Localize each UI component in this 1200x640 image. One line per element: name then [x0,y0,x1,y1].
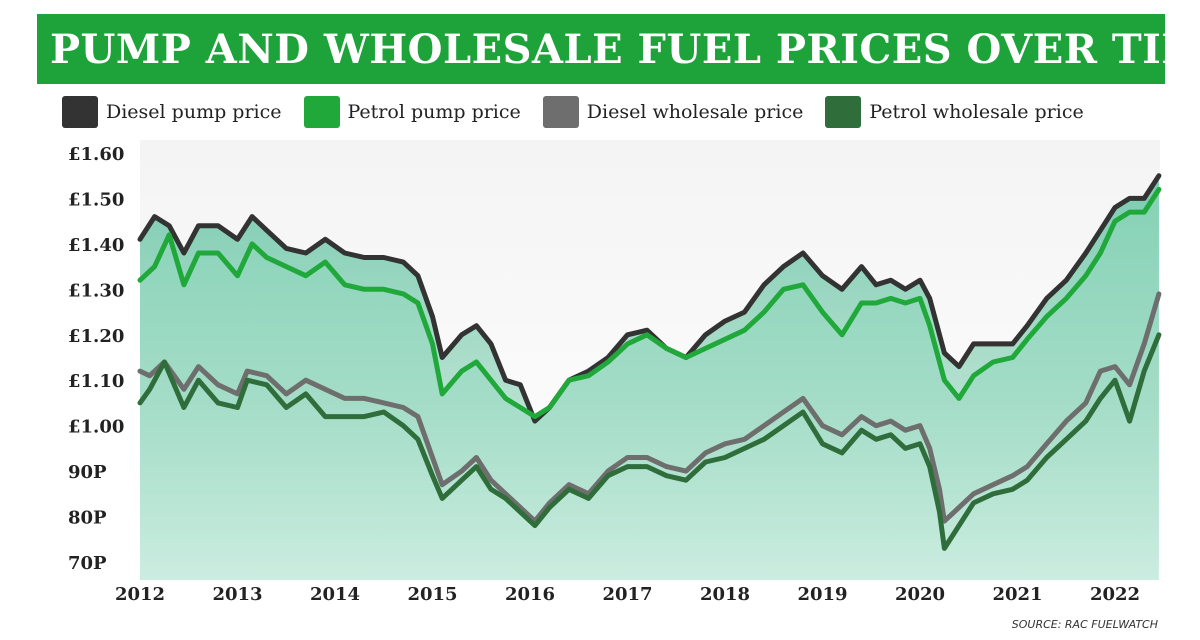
x-tick-label: 2021 [992,584,1042,605]
petrol-pump-line [137,186,1162,420]
chart-title: UK PUMP AND WHOLESALE FUEL PRICES OVER T… [0,25,1200,73]
legend-item-diesel-pump: Diesel pump price [62,96,282,128]
y-tick-label: £1.20 [68,326,124,347]
x-tick-label: 2012 [115,584,165,605]
legend-item-petrol-wholesale: Petrol wholesale price [825,96,1084,128]
x-tick-label: 2014 [310,584,360,605]
y-axis: £1.60 £1.50 £1.40 £1.30 £1.20 £1.10 £1.00 90P 80… [68,144,124,574]
x-tick-label: 2013 [212,584,262,605]
pump-price-area [140,175,1159,580]
legend-label: Petrol pump price [347,101,521,123]
source-note: SOURCE: RAC FUELWATCH [1011,618,1158,631]
x-tick-label: 2015 [407,584,457,605]
legend-item-petrol-pump: Petrol pump price [303,96,521,128]
legend-swatch-diesel-wholesale [542,96,579,128]
y-tick-label: £1.10 [68,371,124,392]
diesel-pump-line [137,173,1162,424]
legend-swatch-diesel-pump [62,96,98,128]
legend: Diesel pump price Petrol pump price Dies… [62,92,1172,132]
x-tick-label: 2019 [797,584,847,605]
legend-label: Diesel wholesale price [586,101,804,123]
x-tick-label: 2022 [1090,584,1140,605]
y-tick-label: £1.60 [68,144,124,165]
x-tick-label: 2017 [602,584,652,605]
y-tick-label: 70P [68,553,107,574]
x-tick-label: 2016 [505,584,555,605]
series-layer [137,173,1162,551]
y-tick-label: £1.00 [68,417,124,438]
legend-item-diesel-wholesale: Diesel wholesale price [542,96,804,128]
legend-label: Diesel pump price [106,101,282,123]
y-tick-label: £1.40 [68,235,124,256]
legend-swatch-petrol-wholesale [825,96,862,128]
legend-label: Petrol wholesale price [869,101,1084,123]
petrol-wholesale-line [137,332,1162,551]
petrol-pump-area [140,189,1159,580]
y-tick-label: 80P [68,508,107,529]
x-axis: 2012 2013 2014 2015 2016 2017 2018 2019 2020 2021… [115,584,1140,605]
diesel-wholesale-line [137,291,1162,524]
x-tick-label: 2018 [700,584,750,605]
y-tick-label: 90P [68,462,107,483]
y-tick-label: £1.30 [68,280,124,301]
x-tick-label: 2020 [895,584,945,605]
title-banner: UK PUMP AND WHOLESALE FUEL PRICES OVER T… [0,14,1200,84]
legend-swatch-petrol-pump [303,96,340,128]
y-tick-label: £1.50 [68,189,124,210]
